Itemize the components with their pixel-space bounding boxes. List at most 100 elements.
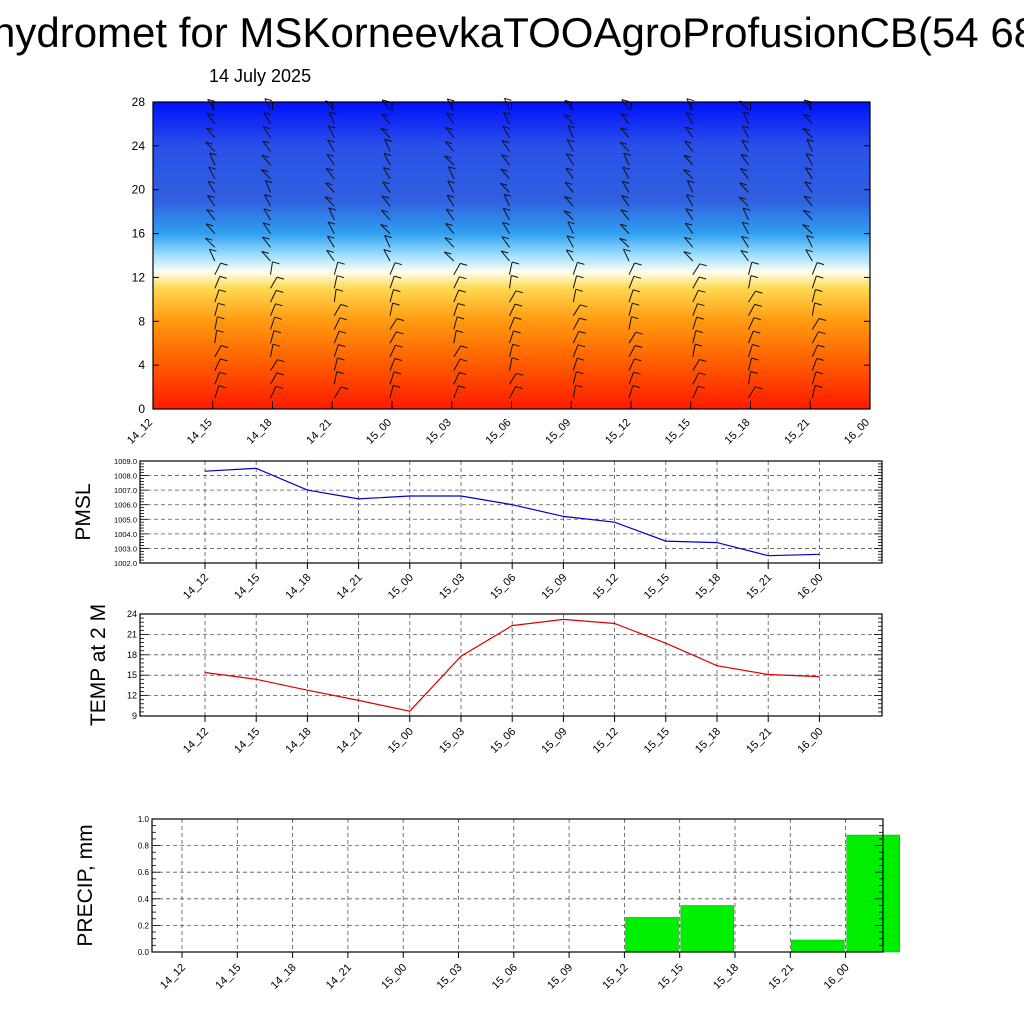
y-tick-label: 21 — [127, 629, 137, 639]
y-tick-label: 16 — [132, 227, 146, 241]
wind-barb-shaft — [382, 181, 391, 193]
wind-barb-shaft — [564, 181, 574, 193]
wind-barb-flag — [751, 357, 759, 361]
wind-barb-shaft — [567, 221, 574, 234]
wind-barb-flag — [394, 262, 403, 266]
wind-barb-flag — [444, 251, 452, 255]
wind-barb-shaft — [738, 196, 749, 207]
wind-barb-flag — [272, 261, 280, 265]
x-tick-label: 14_12 — [125, 417, 155, 447]
wind-barb-flag — [515, 386, 523, 390]
wind-barb-flag — [632, 385, 640, 389]
wind-barb-shaft — [444, 237, 455, 248]
wind-barb-flag — [340, 304, 348, 307]
wind-barb-shaft — [565, 249, 574, 262]
wind-barb-shaft — [748, 261, 753, 275]
wind-barb-shaft — [566, 235, 574, 248]
wind-barb-flag — [392, 384, 401, 388]
wind-barb-shaft — [572, 317, 580, 330]
wind-barb-shaft — [805, 153, 813, 166]
wind-barb-flag — [622, 180, 630, 184]
precip-bar — [680, 905, 735, 953]
wind-barb-shaft — [270, 317, 276, 330]
wind-barb-flag — [459, 276, 467, 280]
wind-barb-flag — [206, 113, 215, 116]
wind-barb-shaft — [802, 128, 813, 138]
wind-barb-shaft — [572, 385, 576, 399]
wind-barb-shaft — [270, 261, 273, 275]
x-tick-label: 15_09 — [543, 417, 573, 447]
wind-barb-shaft — [328, 111, 335, 125]
wind-barb-flag — [803, 195, 812, 199]
x-tick-label: 14_15 — [232, 572, 262, 602]
wind-barb-shaft — [685, 112, 694, 125]
wind-barb-shaft — [389, 331, 397, 344]
wind-barb-flag — [207, 194, 215, 198]
wind-barb-shaft — [628, 358, 635, 371]
x-tick-label: 15_06 — [488, 726, 518, 756]
wind-barb-flag — [456, 316, 465, 320]
wind-barb-flag — [685, 112, 694, 116]
wind-barb-shaft — [621, 99, 630, 111]
wind-barb-shaft — [811, 262, 818, 275]
wind-barb-flag — [328, 125, 336, 129]
wind-barb-flag — [815, 384, 823, 388]
wind-barb-flag — [511, 357, 520, 361]
wind-barb-flag — [804, 181, 812, 185]
wind-barb-flag — [512, 343, 520, 347]
y-tick-label: 1008.0 — [114, 472, 137, 481]
wind-barb-shaft — [572, 262, 578, 275]
wind-barb-flag — [396, 331, 404, 335]
wind-barb-flag — [741, 235, 749, 239]
wind-barb-flag — [513, 330, 521, 334]
x-tick-label: 16_00 — [842, 417, 872, 447]
wind-barb-shaft — [453, 263, 461, 275]
wind-barb-flag — [564, 196, 572, 200]
x-tick-label: 15_03 — [437, 572, 467, 602]
x-tick-label: 14_18 — [245, 417, 275, 447]
wind-barb-flag — [620, 209, 628, 213]
wind-barb-flag — [753, 330, 761, 334]
wind-barb-shaft — [214, 358, 221, 371]
wind-barb-flag — [394, 275, 402, 279]
wind-barb-shaft — [502, 126, 510, 138]
wind-barb-shaft — [263, 112, 271, 125]
wind-barb-flag — [818, 331, 826, 335]
wind-barb-flag — [503, 111, 511, 115]
wind-barb-shaft — [683, 169, 694, 180]
wind-barb-shaft — [811, 358, 818, 371]
wind-barb-shaft — [811, 331, 819, 344]
wind-barb-shaft — [327, 139, 335, 152]
wind-barb-flag — [514, 303, 523, 307]
wind-barb-shaft — [453, 330, 457, 344]
wind-barb-shaft — [445, 127, 455, 138]
wind-barb-flag — [393, 371, 402, 375]
wind-barb-shaft — [444, 141, 455, 152]
wind-barb-flag — [395, 344, 403, 348]
wind-barb-shaft — [509, 386, 517, 399]
wind-barb-flag — [444, 155, 452, 159]
wind-barb-flag — [633, 275, 642, 279]
x-tick-label: 15_12 — [591, 726, 621, 756]
wind-barb-shaft — [621, 181, 630, 193]
wind-barb-shaft — [748, 330, 754, 344]
wind-barb-flag — [742, 125, 750, 129]
wind-barb-flag — [447, 98, 455, 102]
wind-barb-flag — [739, 182, 747, 186]
wind-barb-flag — [206, 209, 214, 213]
wind-barb-flag — [738, 196, 747, 200]
wind-barb-flag — [383, 249, 391, 253]
wind-barb-shaft — [264, 194, 271, 207]
y-tick-label: 0.4 — [138, 895, 150, 904]
wind-barb-flag — [326, 249, 334, 253]
wind-barb-shaft — [501, 236, 510, 248]
wind-barb-flag — [444, 141, 453, 145]
wind-barb-shaft — [214, 303, 219, 316]
wind-barb-flag — [685, 208, 693, 212]
wind-barb-flag — [456, 330, 464, 333]
wind-barb-flag — [620, 113, 629, 117]
wind-barb-flag — [218, 302, 226, 306]
wind-barb-shaft — [206, 209, 216, 221]
wind-barb-flag — [219, 275, 227, 279]
wind-barb-flag — [565, 167, 573, 171]
